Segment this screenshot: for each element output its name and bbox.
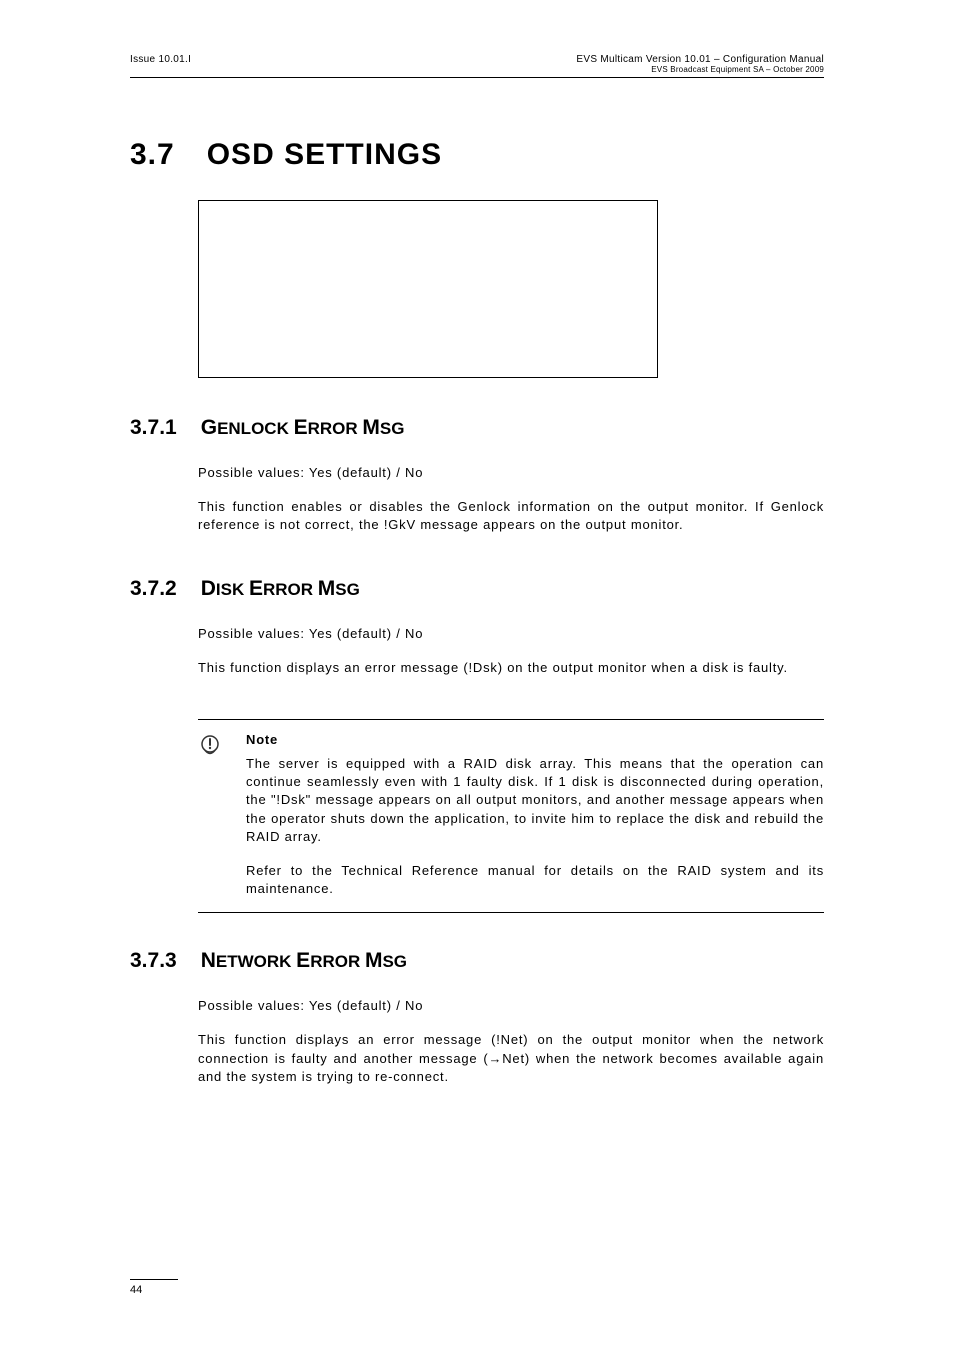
header-right: EVS Multicam Version 10.01 – Configurati…	[576, 54, 824, 74]
note-rule-bottom	[198, 912, 824, 913]
sub2-para2: This function displays an error message …	[198, 659, 824, 677]
page-header: Issue 10.01.I EVS Multicam Version 10.01…	[130, 54, 824, 74]
sub1-para2: This function enables or disables the Ge…	[198, 498, 824, 534]
note-heading: Note	[246, 732, 824, 747]
subsection-2-heading: 3.7.2 DISK ERROR MSG	[130, 577, 824, 601]
note-para2: Refer to the Technical Reference manual …	[246, 862, 824, 898]
note-text-wrap: Note The server is equipped with a RAID …	[246, 732, 824, 898]
header-company: EVS Broadcast Equipment SA – October 200…	[576, 65, 824, 74]
header-rule	[130, 77, 824, 78]
section-title: OSD SETTINGS	[207, 138, 442, 172]
subsection-3-heading: 3.7.3 NETWORK ERROR MSG	[130, 949, 824, 973]
note-rule-top	[198, 719, 824, 720]
section-number: 3.7	[130, 138, 175, 172]
sub3-para1: Possible values: Yes (default) / No	[198, 997, 824, 1015]
sub3-para2: This function displays an error message …	[198, 1031, 824, 1086]
subsection-1-number: 3.7.1	[130, 416, 177, 440]
subsection-1-title: GENLOCK ERROR MSG	[201, 416, 405, 440]
subsection-1-heading: 3.7.1 GENLOCK ERROR MSG	[130, 416, 824, 440]
section-heading: 3.7 OSD SETTINGS	[130, 138, 824, 172]
note-content: Note The server is equipped with a RAID …	[198, 732, 824, 898]
note-block: Note The server is equipped with a RAID …	[198, 719, 824, 913]
header-product: EVS Multicam Version 10.01 – Configurati…	[576, 54, 824, 65]
subsection-2-title: DISK ERROR MSG	[201, 577, 360, 601]
header-issue: Issue 10.01.I	[130, 54, 191, 65]
subsection-3-number: 3.7.3	[130, 949, 177, 973]
page-number: 44	[130, 1279, 178, 1296]
subsection-2-number: 3.7.2	[130, 577, 177, 601]
image-placeholder-box	[198, 200, 658, 378]
note-para1: The server is equipped with a RAID disk …	[246, 755, 824, 846]
sub2-para1: Possible values: Yes (default) / No	[198, 625, 824, 643]
note-exclamation-icon	[198, 734, 222, 758]
sub1-para1: Possible values: Yes (default) / No	[198, 464, 824, 482]
subsection-3-title: NETWORK ERROR MSG	[201, 949, 407, 973]
